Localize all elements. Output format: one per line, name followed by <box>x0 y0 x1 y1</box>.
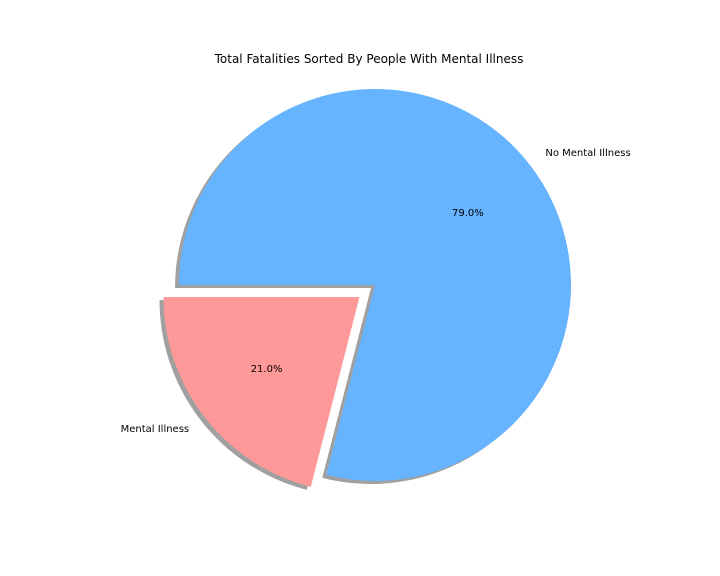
pie-slice-no-mental-illness <box>179 88 571 482</box>
chart-title: Total Fatalities Sorted By People With M… <box>214 52 524 66</box>
pie-slices <box>163 88 571 487</box>
slice-percent-no-mental-illness: 79.0% <box>452 208 484 219</box>
slice-labels: Mental Illness 21.0% No Mental Illness 79.0… <box>121 148 631 435</box>
slice-percent-mental-illness: 21.0% <box>251 364 283 375</box>
slice-label-no-mental-illness: No Mental Illness <box>545 148 630 159</box>
slice-label-mental-illness: Mental Illness <box>121 424 190 435</box>
pie-slice-mental-illness <box>163 297 360 487</box>
